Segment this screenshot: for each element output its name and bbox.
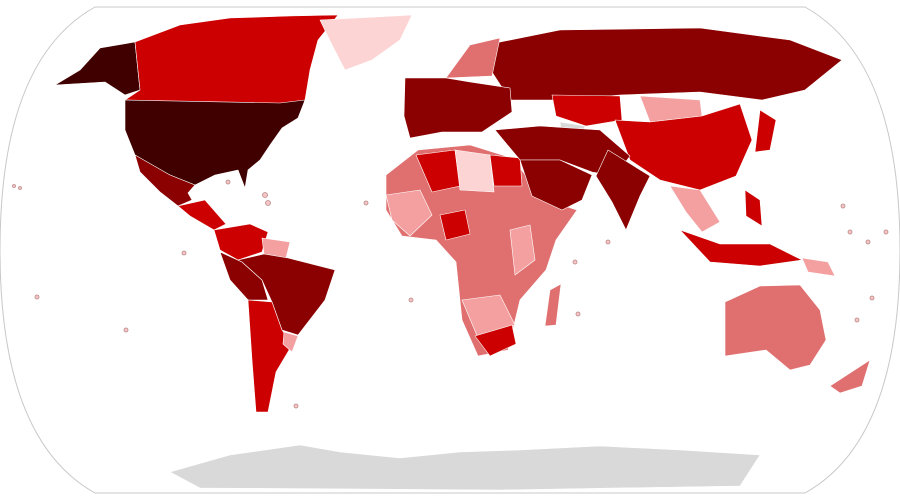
- region-southern-cone[interactable]: [247, 299, 293, 413]
- island-marker[interactable]: [883, 229, 889, 235]
- island-marker[interactable]: [854, 317, 860, 323]
- region-madagascar[interactable]: [544, 283, 562, 327]
- region-india[interactable]: [595, 149, 651, 231]
- island-marker[interactable]: [18, 186, 22, 190]
- region-libya[interactable]: [454, 149, 495, 193]
- region-southern-africa[interactable]: [461, 294, 516, 339]
- region-australia[interactable]: [724, 284, 827, 371]
- region-japan[interactable]: [754, 109, 777, 153]
- region-new-zealand[interactable]: [829, 359, 871, 394]
- region-egypt[interactable]: [489, 154, 523, 187]
- island-marker[interactable]: [265, 200, 271, 206]
- island-marker[interactable]: [840, 203, 846, 209]
- island-marker[interactable]: [869, 295, 875, 301]
- island-marker[interactable]: [12, 184, 16, 188]
- island-marker[interactable]: [575, 311, 581, 317]
- region-philippines[interactable]: [744, 189, 763, 227]
- region-uruguay[interactable]: [282, 331, 299, 353]
- region-antarctica[interactable]: [169, 444, 761, 491]
- region-mexico[interactable]: [134, 154, 196, 207]
- region-africa[interactable]: [385, 144, 578, 357]
- region-south-africa[interactable]: [474, 324, 517, 357]
- island-marker[interactable]: [262, 192, 268, 198]
- island-marker[interactable]: [572, 259, 578, 265]
- small-island-markers: [12, 179, 889, 409]
- region-brazil[interactable]: [237, 253, 336, 336]
- island-marker[interactable]: [225, 179, 231, 185]
- region-east-africa[interactable]: [509, 224, 536, 276]
- region-greenland[interactable]: [319, 14, 413, 71]
- region-nigeria[interactable]: [439, 209, 471, 241]
- region-europe[interactable]: [403, 77, 513, 139]
- region-central-america[interactable]: [177, 199, 227, 231]
- region-southeast-asia[interactable]: [669, 185, 721, 233]
- island-marker[interactable]: [605, 239, 611, 245]
- region-canada[interactable]: [124, 14, 339, 109]
- island-marker[interactable]: [34, 294, 40, 300]
- island-marker[interactable]: [123, 327, 129, 333]
- island-marker[interactable]: [181, 250, 187, 256]
- island-marker[interactable]: [408, 297, 414, 303]
- region-scandinavia[interactable]: [445, 37, 501, 79]
- island-marker[interactable]: [847, 229, 853, 235]
- island-marker[interactable]: [293, 403, 299, 409]
- region-kazakhstan[interactable]: [551, 94, 623, 127]
- region-venezuela-colombia[interactable]: [213, 223, 269, 261]
- countries: [54, 14, 871, 491]
- region-west-africa[interactable]: [385, 189, 433, 237]
- region-china[interactable]: [614, 103, 753, 191]
- region-papua-new-guinea[interactable]: [801, 257, 836, 277]
- island-marker[interactable]: [865, 239, 871, 245]
- region-arabia[interactable]: [519, 159, 593, 211]
- region-indonesia[interactable]: [679, 229, 803, 267]
- island-marker[interactable]: [363, 200, 369, 206]
